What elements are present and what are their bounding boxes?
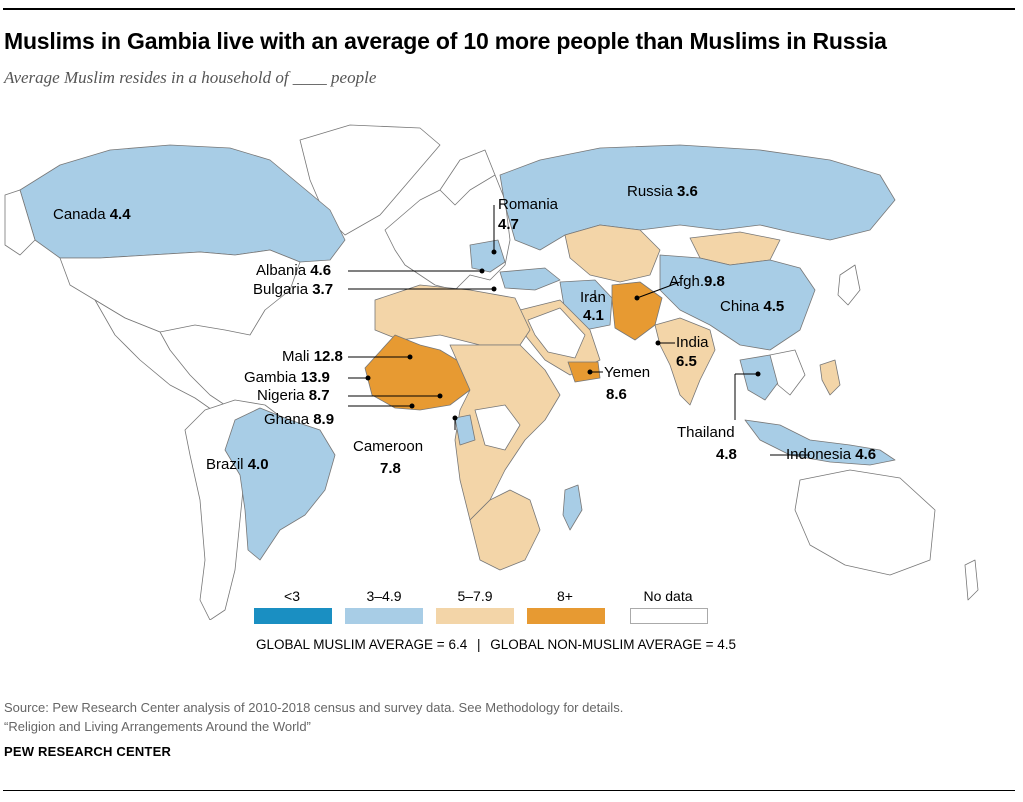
- region-russia: [499, 144, 896, 251]
- label-romania-value: 4.7: [498, 216, 519, 233]
- region-southeast-asia: [769, 349, 806, 396]
- legend-label-3-4-9: 3–4.9: [366, 588, 402, 604]
- region-congo: [474, 404, 521, 451]
- legend-label-8plus: 8+: [557, 588, 573, 604]
- label-india: India: [676, 334, 709, 351]
- region-china: [659, 254, 816, 351]
- label-cameroon: Cameroon: [353, 438, 424, 455]
- bottom-rule: [3, 790, 1015, 791]
- label-china: China 4.5: [720, 298, 785, 315]
- label-bulgaria: Bulgaria 3.7: [253, 281, 334, 298]
- region-scandinavia: [439, 149, 496, 206]
- region-yemen: [567, 361, 601, 383]
- region-philippines: [819, 359, 841, 396]
- region-central-asia: [564, 224, 661, 283]
- label-russia: Russia 3.6: [627, 183, 698, 200]
- label-mali: Mali 12.8: [282, 348, 343, 365]
- non-muslim-average: GLOBAL NON-MUSLIM AVERAGE = 4.5: [490, 637, 736, 652]
- label-gambia: Gambia 13.9: [244, 369, 330, 386]
- label-albania: Albania 4.6: [256, 262, 332, 279]
- region-new-zealand: [964, 559, 979, 601]
- region-southern-africa: [469, 489, 541, 571]
- label-india-value: 6.5: [676, 353, 697, 370]
- label-afghanistan: Afgh.9.8: [669, 273, 725, 290]
- legend-label-no-data: No data: [643, 588, 693, 604]
- label-nigeria: Nigeria 8.7: [257, 387, 330, 404]
- label-indonesia: Indonesia 4.6: [786, 446, 877, 463]
- chart-title: Muslims in Gambia live with an average o…: [4, 28, 887, 54]
- region-afghanistan: [611, 281, 663, 341]
- label-iran-value: 4.1: [583, 307, 604, 324]
- label-thailand: Thailand: [677, 424, 735, 441]
- region-turkey: [499, 267, 561, 291]
- legend-label-lt3: <3: [284, 588, 300, 604]
- region-saudi: [527, 307, 586, 359]
- label-cameroon-value: 7.8: [380, 460, 401, 477]
- legend-swatch-8plus: [527, 608, 605, 624]
- label-brazil: Brazil 4.0: [206, 456, 269, 473]
- legend-swatch-no-data: [630, 608, 708, 624]
- label-romania: Romania: [498, 196, 559, 213]
- legend-swatch-3-4-9: [345, 608, 423, 624]
- label-ghana: Ghana 8.9: [264, 411, 335, 428]
- label-iran: Iran: [580, 289, 606, 306]
- region-greenland: [299, 124, 441, 236]
- region-indonesia: [744, 419, 896, 466]
- top-rule: [3, 8, 1015, 10]
- chart-subtitle: Average Muslim resides in a household of…: [4, 68, 377, 87]
- label-yemen-value: 8.6: [606, 386, 627, 403]
- legend-swatch-lt3: [254, 608, 332, 624]
- muslim-average: GLOBAL MUSLIM AVERAGE = 6.4: [256, 637, 468, 652]
- label-canada: Canada 4.4: [53, 206, 131, 223]
- global-averages: GLOBAL MUSLIM AVERAGE = 6.4 | GLOBAL NON…: [256, 637, 736, 652]
- source-text: Source: Pew Research Center analysis of …: [4, 700, 624, 715]
- region-brazil: [224, 407, 336, 561]
- source-note: Source: Pew Research Center analysis of …: [4, 698, 623, 736]
- averages-separator: |: [476, 637, 481, 652]
- report-title: “Religion and Living Arrangements Around…: [4, 719, 311, 734]
- region-australia: [794, 469, 936, 576]
- region-cameroon-area: [454, 414, 476, 446]
- legend-label-5-7-9: 5–7.9: [457, 588, 493, 604]
- region-balkans: [469, 239, 506, 273]
- world-map: [4, 124, 979, 620]
- label-thailand-value: 4.8: [716, 446, 737, 463]
- organization-name: PEW RESEARCH CENTER: [4, 744, 172, 759]
- label-leaders: [348, 205, 810, 456]
- region-india: [654, 317, 716, 406]
- region-japan: [837, 264, 861, 306]
- label-yemen: Yemen: [604, 364, 651, 381]
- region-thailand: [739, 354, 781, 401]
- legend-swatch-5-7-9: [436, 608, 514, 624]
- region-alaska: [4, 189, 36, 256]
- region-madagascar: [562, 484, 583, 531]
